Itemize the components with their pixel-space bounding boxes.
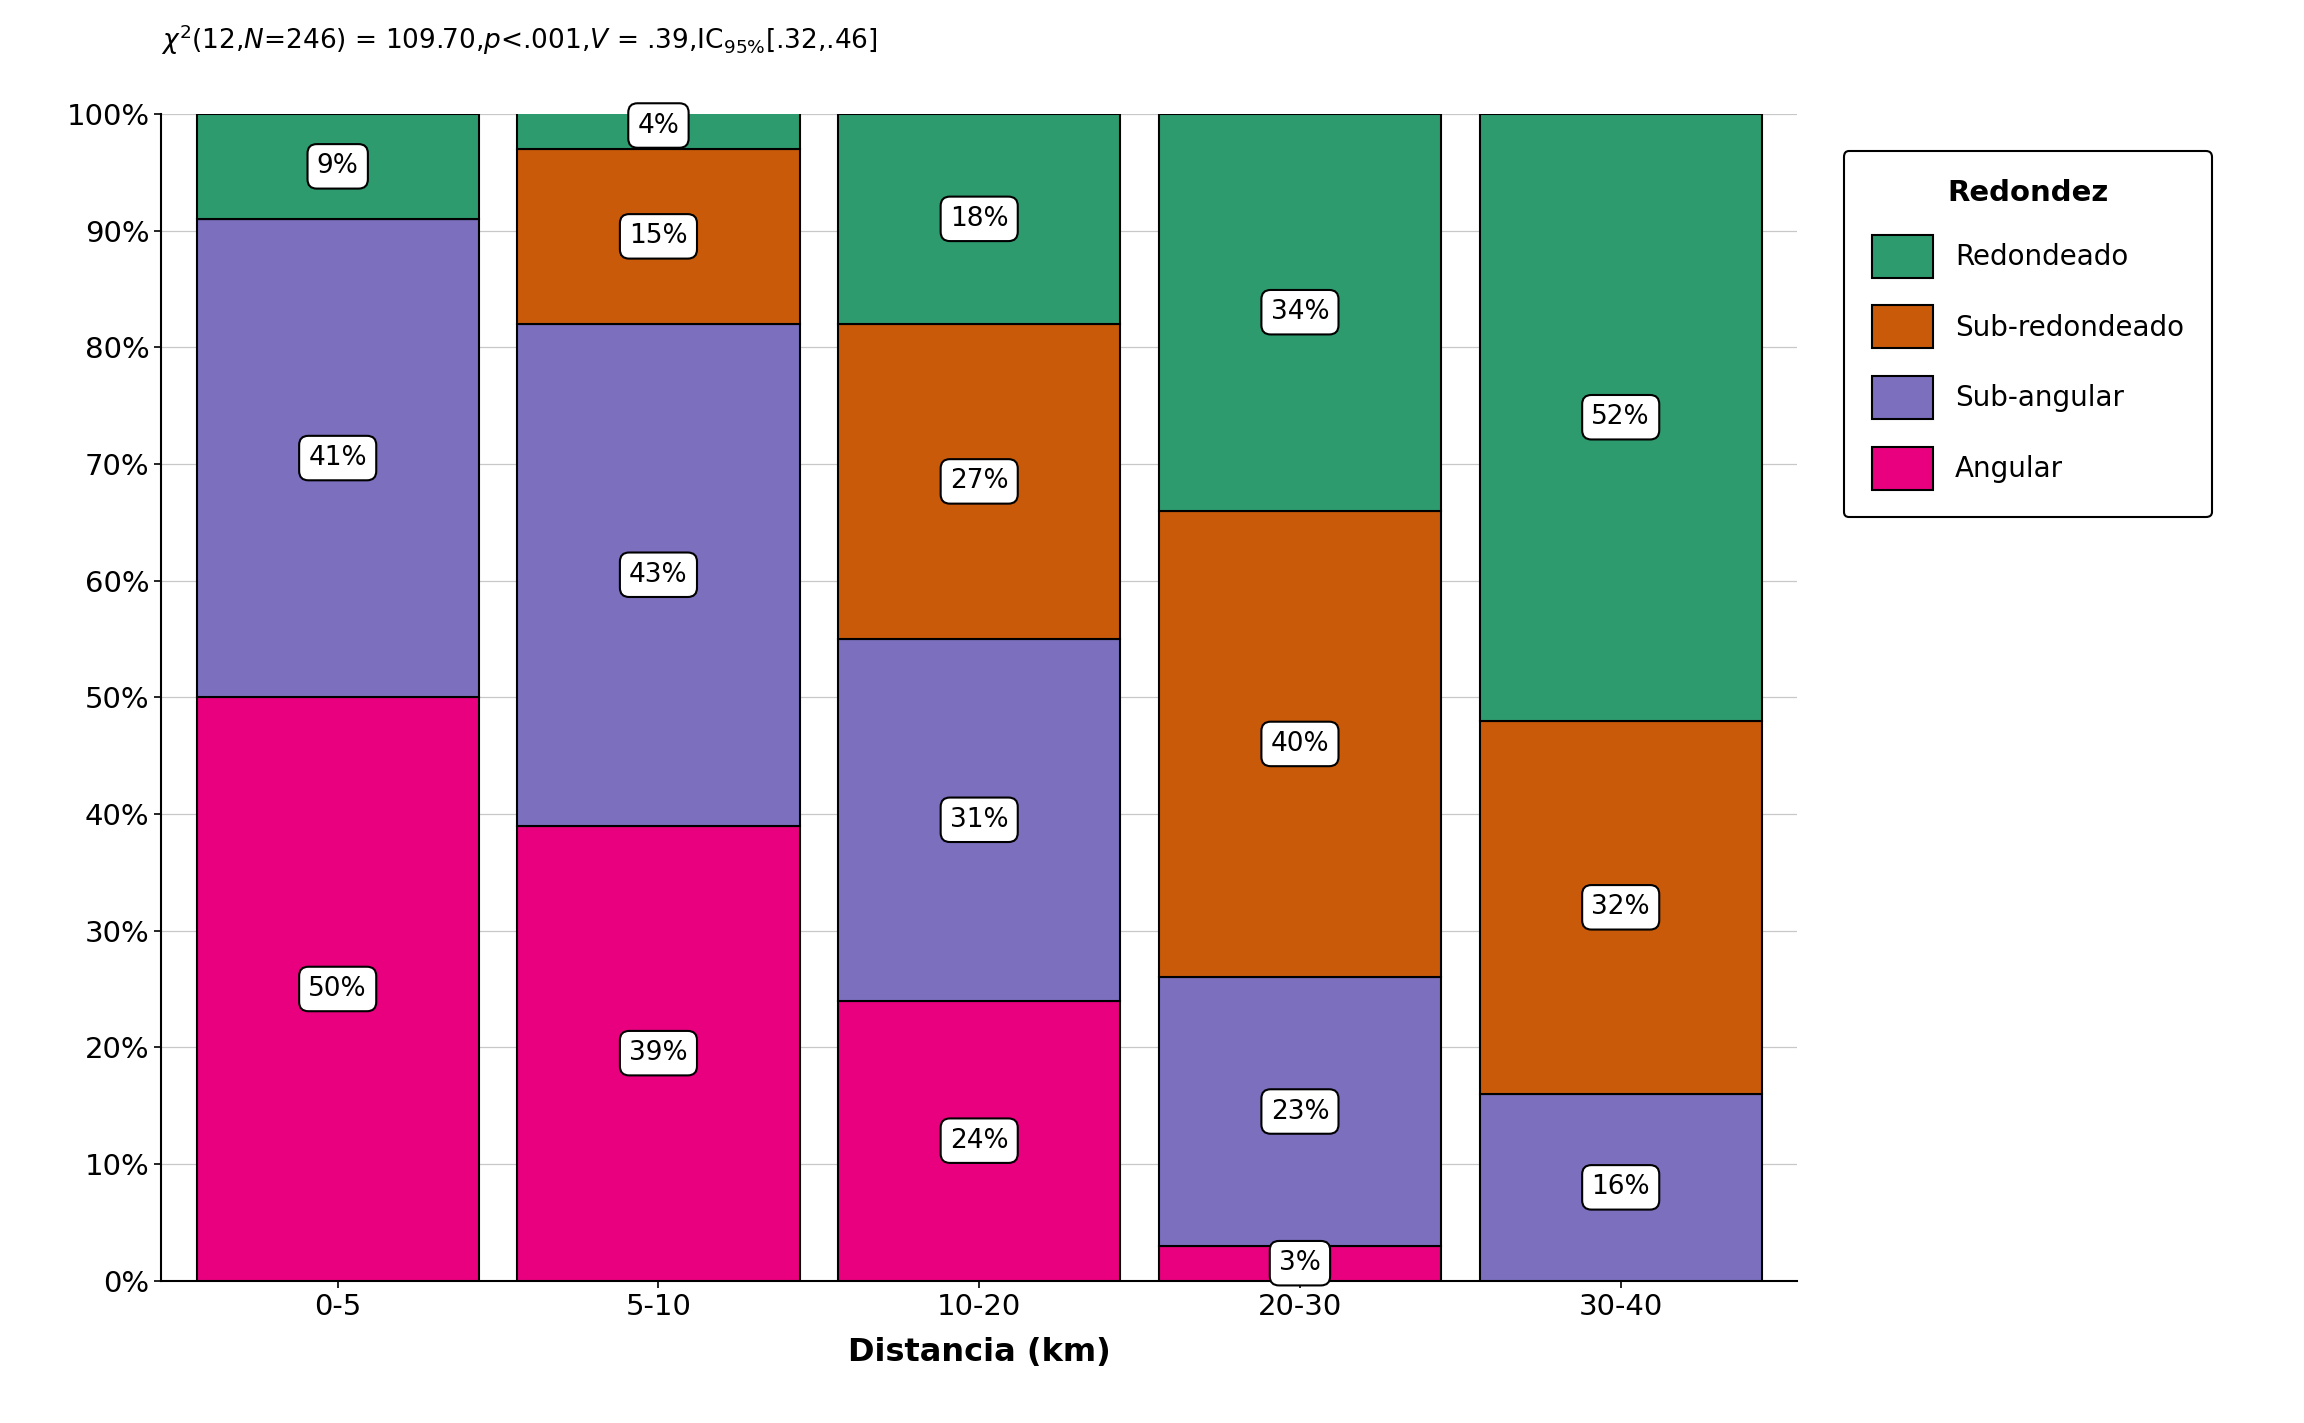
Legend: Redondeado, Sub-redondeado, Sub-angular, Angular: Redondeado, Sub-redondeado, Sub-angular,… [1843,151,2212,518]
Bar [518,149,799,324]
Text: 23%: 23% [1270,1099,1329,1124]
Text: 40%: 40% [1270,731,1329,757]
Bar [839,324,1120,639]
Bar [839,1000,1120,1281]
Text: 34%: 34% [1270,299,1329,326]
Bar [196,114,479,219]
Bar [1159,978,1440,1245]
Text: 43%: 43% [629,562,689,588]
Text: 39%: 39% [629,1040,689,1066]
Text: 16%: 16% [1592,1174,1650,1201]
Text: 9%: 9% [316,154,359,179]
Text: 50%: 50% [309,976,366,1002]
Bar [1479,114,1763,720]
Text: 31%: 31% [949,807,1009,832]
Text: 27%: 27% [949,468,1009,494]
Bar [196,219,479,697]
Text: 24%: 24% [949,1127,1009,1154]
Bar [1159,511,1440,978]
Bar [196,697,479,1281]
Text: 18%: 18% [949,206,1009,232]
Bar [839,114,1120,324]
Text: 4%: 4% [638,112,680,138]
X-axis label: Distancia (km): Distancia (km) [848,1338,1111,1368]
Bar [1479,720,1763,1094]
Bar [518,102,799,149]
Bar [1159,1245,1440,1281]
Bar [839,639,1120,1000]
Text: 15%: 15% [629,223,689,249]
Text: 52%: 52% [1592,404,1650,430]
Text: 3%: 3% [1279,1251,1320,1276]
Bar [1479,1094,1763,1281]
Bar [1159,114,1440,511]
Text: 32%: 32% [1592,894,1650,921]
Bar [518,825,799,1281]
Bar [518,324,799,825]
Text: $\chi^2$(12,$N$=246) = 109.70,$p$<.001,$V$ = .39,IC$_{95\%}$[.32,.46]: $\chi^2$(12,$N$=246) = 109.70,$p$<.001,$… [161,23,878,57]
Text: 41%: 41% [309,445,366,471]
